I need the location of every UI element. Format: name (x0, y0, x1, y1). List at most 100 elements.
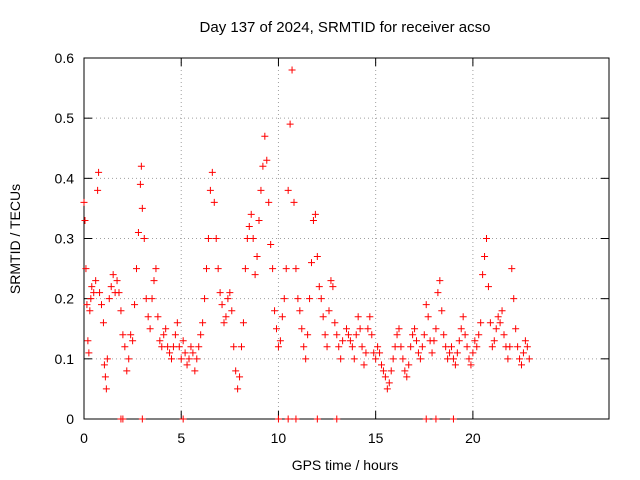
data-point (245, 222, 253, 230)
x-axis-label: GPS time / hours (292, 457, 399, 473)
data-point (364, 325, 372, 333)
data-point (263, 156, 271, 164)
data-point (358, 343, 366, 351)
data-point (329, 283, 337, 291)
data-point (271, 307, 279, 315)
x-tick-labels: 0 5 10 15 20 (80, 430, 481, 446)
data-points (80, 66, 533, 423)
data-point (117, 307, 125, 315)
data-point (376, 349, 384, 357)
data-point (210, 198, 218, 206)
data-point (413, 337, 420, 345)
data-point (236, 373, 244, 381)
data-point (436, 277, 444, 285)
data-point (90, 289, 98, 297)
data-point (416, 355, 424, 363)
data-point (405, 361, 413, 369)
data-point (103, 355, 111, 363)
data-point (335, 343, 343, 351)
data-point (212, 235, 220, 242)
data-point (309, 216, 317, 224)
data-point (521, 337, 529, 345)
data-point (504, 355, 512, 363)
data-point (498, 307, 506, 315)
data-point (175, 343, 183, 351)
data-point (259, 162, 267, 170)
data-point (274, 415, 282, 423)
data-point (214, 265, 222, 273)
data-point (208, 168, 216, 176)
data-point (414, 349, 422, 357)
data-point (230, 343, 238, 351)
data-point (459, 313, 467, 321)
data-point (96, 289, 104, 297)
data-point (430, 337, 438, 345)
data-point (226, 289, 234, 297)
data-point (129, 337, 137, 345)
data-point (197, 331, 205, 339)
data-point (193, 355, 201, 363)
data-point (350, 355, 358, 363)
data-point (393, 331, 401, 339)
data-point (422, 301, 430, 309)
x-tick-label: 10 (271, 430, 287, 446)
data-point (80, 198, 88, 206)
data-point (319, 313, 327, 321)
data-point (331, 319, 339, 327)
data-point (479, 271, 487, 279)
data-point (284, 186, 292, 194)
data-point (381, 373, 389, 381)
data-point (166, 349, 174, 357)
data-point (518, 361, 525, 369)
data-point (253, 253, 261, 261)
data-point (181, 349, 189, 357)
data-point (203, 265, 210, 273)
data-point (88, 283, 96, 291)
data-point (525, 355, 533, 363)
data-point (477, 319, 485, 327)
data-point (420, 331, 428, 339)
data-point (483, 235, 490, 242)
data-point (115, 289, 123, 297)
y-tick-label: 0.1 (55, 351, 75, 367)
data-point (251, 271, 259, 279)
data-point (234, 385, 242, 393)
data-point (94, 186, 102, 194)
data-point (218, 301, 226, 309)
data-point (432, 415, 440, 423)
data-point (516, 355, 524, 363)
data-point (137, 162, 145, 170)
data-point (224, 295, 232, 303)
data-point (276, 337, 284, 345)
data-point (95, 168, 103, 176)
data-point (81, 216, 89, 224)
data-point (389, 355, 397, 363)
data-point (451, 361, 459, 369)
data-point (461, 331, 469, 339)
data-point (337, 355, 345, 363)
data-point (232, 367, 240, 375)
data-point (92, 277, 100, 285)
data-point (360, 361, 368, 369)
data-point (154, 313, 162, 321)
y-tick-label: 0.4 (55, 170, 75, 186)
data-point (399, 355, 407, 363)
data-point (294, 295, 302, 303)
data-point (274, 343, 282, 351)
data-point (98, 301, 105, 309)
data-point (422, 415, 430, 423)
data-point (313, 415, 321, 423)
x-tick-label: 15 (368, 430, 384, 446)
data-point (463, 343, 471, 351)
data-point (492, 325, 500, 333)
x-tick-label: 5 (177, 430, 185, 446)
data-point (119, 331, 127, 339)
data-point (469, 349, 477, 357)
data-point (395, 325, 403, 333)
data-point (123, 367, 131, 375)
data-point (261, 132, 269, 140)
data-point (187, 343, 195, 351)
data-point (325, 307, 333, 315)
data-point (428, 349, 436, 357)
